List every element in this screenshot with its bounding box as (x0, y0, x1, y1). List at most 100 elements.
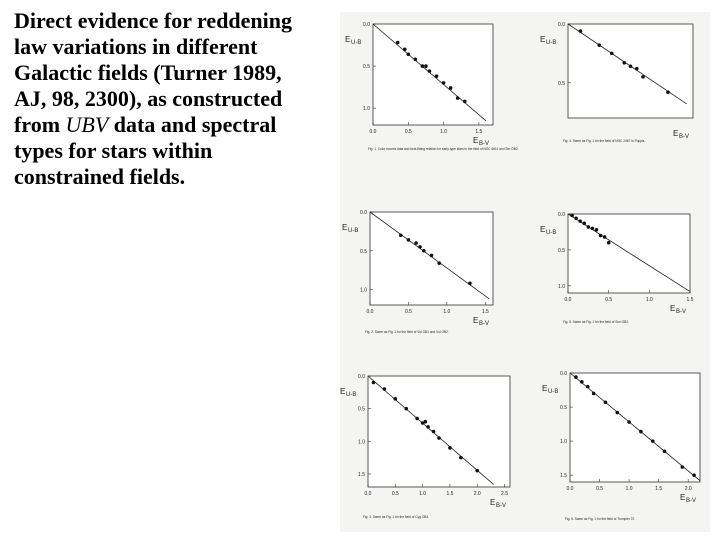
data-point (448, 86, 453, 90)
data-point (578, 219, 582, 223)
caption: Fig. 3. Same as Fig. 1 for the field of … (363, 515, 429, 519)
data-point (585, 384, 590, 389)
data-point (574, 216, 578, 221)
x-tick-label: 1.0 (646, 297, 653, 303)
y-label-sub: U-B (548, 389, 558, 395)
y-label: E (342, 223, 347, 232)
data-point (591, 391, 596, 396)
x-tick-label: 1.5 (482, 309, 489, 315)
fit-line (567, 23, 687, 105)
y-tick-label: 1.5 (358, 472, 365, 478)
x-tick-label: 0.5 (596, 486, 603, 492)
y-tick-label: 0.0 (560, 371, 567, 377)
data-point (393, 397, 398, 401)
data-point (429, 253, 434, 258)
y-label: E (345, 35, 350, 44)
caption: Fig. 6. Same as Fig. 1 for the field of … (565, 517, 635, 521)
x-tick-label: 0.5 (392, 491, 399, 497)
data-point (598, 233, 603, 238)
y-tick-label: 0.5 (360, 249, 367, 255)
data-point (413, 57, 418, 62)
data-point (431, 429, 436, 434)
x-tick-label: 1.0 (626, 486, 633, 492)
data-point (586, 225, 591, 229)
data-point (402, 47, 407, 52)
y-tick-label: 0.5 (558, 81, 565, 87)
fit-line (367, 375, 494, 485)
data-point (382, 387, 387, 391)
x-tick-label: 0.0 (565, 297, 572, 303)
slide-text: Direct evidence for reddening law variat… (14, 8, 314, 190)
fit-line (569, 372, 701, 481)
x-label: E (473, 316, 478, 325)
x-tick-label: 0.5 (405, 309, 412, 315)
x-tick-label: 1.0 (419, 491, 426, 497)
data-point (422, 248, 426, 253)
data-point (639, 429, 643, 434)
x-tick-label: 1.5 (655, 486, 662, 492)
text-part: Direct evidence for reddening law variat… (14, 8, 293, 137)
data-point (455, 96, 460, 100)
data-point (594, 228, 599, 232)
data-point (398, 233, 403, 238)
y-label-sub: U-B (546, 40, 556, 46)
plot-frame (369, 211, 494, 306)
data-point (448, 446, 452, 450)
data-point (680, 465, 685, 469)
data-point (666, 90, 670, 94)
y-tick-label: 0.5 (560, 405, 567, 411)
data-point (437, 261, 441, 265)
x-tick-label: 0.0 (567, 486, 574, 492)
x-label-sub: B-V (496, 503, 506, 509)
data-point (597, 43, 602, 47)
y-tick-label: 0.0 (358, 374, 365, 380)
x-label-sub: B-V (676, 309, 686, 315)
data-point (423, 419, 428, 424)
plot-frame (567, 23, 694, 119)
data-point (414, 241, 418, 245)
data-point (427, 69, 432, 73)
data-point (406, 238, 411, 242)
x-tick-label: 1.5 (446, 491, 453, 497)
data-point (420, 64, 425, 68)
y-tick-label: 0.5 (363, 64, 370, 70)
data-point (468, 281, 472, 286)
x-tick-label: 2.0 (474, 491, 481, 497)
data-point (590, 226, 595, 231)
data-point (578, 29, 583, 33)
y-label-sub: U-B (348, 228, 358, 234)
x-label: E (680, 493, 685, 502)
data-point (582, 221, 587, 226)
data-point (462, 99, 467, 104)
data-point (406, 52, 411, 57)
y-label-sub: U-B (351, 40, 361, 46)
data-point (437, 436, 441, 440)
y-tick-label: 0.0 (558, 22, 565, 28)
x-tick-label: 1.0 (443, 309, 450, 315)
y-label-sub: U-B (346, 392, 356, 398)
data-point (574, 375, 578, 379)
x-tick-label: 0.5 (605, 297, 612, 303)
x-label: E (473, 136, 478, 145)
y-label: E (540, 225, 545, 234)
x-tick-label: 2.0 (685, 486, 692, 492)
caption: Fig. 4. Same as Fig. 1 for the field of … (563, 139, 645, 143)
data-point (628, 64, 633, 69)
x-label-sub: B-V (679, 134, 689, 140)
y-tick-label: 0.0 (558, 212, 565, 218)
data-point (634, 66, 639, 71)
data-point (627, 420, 631, 424)
x-tick-label: 0.0 (370, 129, 377, 135)
y-tick-label: 0.0 (363, 22, 370, 28)
data-point (580, 380, 584, 384)
data-point (426, 425, 430, 429)
y-label: E (542, 384, 547, 393)
caption: Fig. 1. Color excess data and best-fitti… (368, 147, 519, 151)
data-point (603, 400, 608, 405)
x-tick-label: 0.0 (367, 309, 374, 315)
plot-frame (367, 375, 511, 488)
data-point (441, 81, 446, 85)
y-tick-label: 1.0 (363, 106, 370, 112)
data-point (395, 40, 400, 45)
